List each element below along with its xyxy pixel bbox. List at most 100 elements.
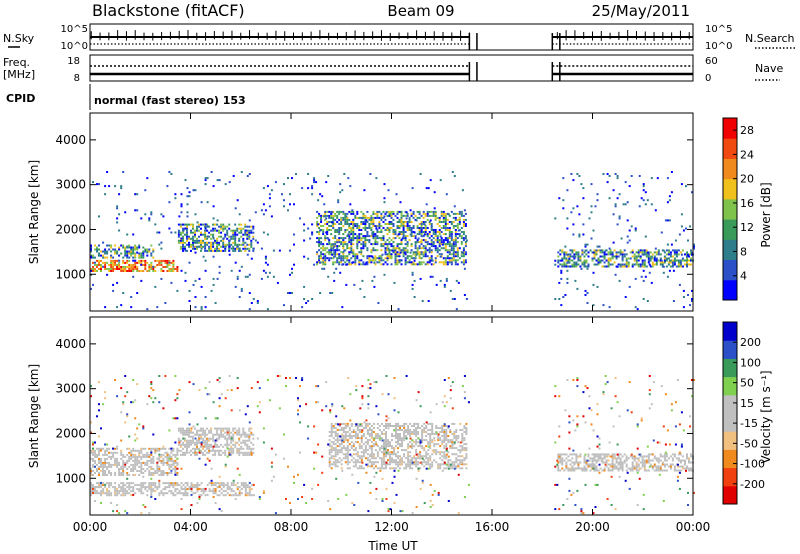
- echo-cell: [417, 431, 420, 433]
- echo-cell: [459, 461, 462, 464]
- echo-cell: [684, 253, 686, 256]
- echo-cell: [110, 492, 113, 495]
- echo-cell: [168, 259, 171, 262]
- echo-cell: [346, 257, 349, 260]
- echo-cell: [104, 449, 107, 452]
- echo-cell: [148, 264, 151, 266]
- echo-cell: [228, 486, 231, 489]
- echo-cell: [611, 457, 614, 460]
- echo-cell: [401, 237, 404, 240]
- echo-cell: [176, 266, 179, 268]
- echo-cell: [686, 251, 688, 254]
- echo-cell: [393, 425, 395, 427]
- echo-cell: [423, 429, 426, 431]
- echo-cell: [416, 247, 419, 250]
- echo-cell: [342, 427, 345, 429]
- echo-cell: [396, 253, 399, 256]
- echo-cell: [194, 427, 196, 430]
- echo-cell: [130, 296, 133, 298]
- echo-cell: [643, 461, 646, 464]
- echo-cell: [224, 247, 227, 250]
- echo-cell: [334, 231, 337, 233]
- echo-cell: [174, 268, 177, 270]
- echo-cell: [430, 255, 433, 258]
- echo-cell: [364, 221, 367, 223]
- echo-cell: [140, 490, 143, 493]
- echo-cell: [573, 249, 576, 252]
- echo-cell: [438, 261, 441, 264]
- echo-cell: [642, 185, 645, 188]
- freq-tick-bottom: 8: [74, 73, 80, 84]
- echo-cell: [387, 463, 389, 466]
- echo-cell: [439, 445, 442, 448]
- echo-cell: [164, 266, 167, 268]
- echo-cell: [430, 241, 433, 244]
- echo-cell: [200, 285, 203, 288]
- echo-cell: [240, 235, 243, 238]
- echo-cell: [146, 270, 149, 272]
- echo-cell: [90, 492, 92, 495]
- echo-cell: [326, 214, 329, 217]
- echo-cell: [138, 461, 141, 464]
- echo-cell: [565, 457, 568, 460]
- echo-cell: [460, 231, 463, 233]
- echo-cell: [248, 490, 251, 493]
- echo-cell: [395, 435, 397, 437]
- echo-cell: [200, 231, 202, 234]
- echo-cell: [188, 235, 190, 238]
- echo-cell: [575, 461, 578, 464]
- echo-cell: [440, 247, 443, 250]
- echo-cell: [224, 443, 227, 446]
- echo-cell: [148, 217, 151, 220]
- echo-cell: [558, 298, 561, 300]
- echo-cell: [106, 465, 109, 468]
- echo-cell: [358, 233, 361, 236]
- echo-cell: [399, 427, 401, 429]
- echo-cell: [146, 251, 149, 254]
- echo-cell: [198, 239, 200, 242]
- echo-cell: [346, 218, 349, 221]
- echo-cell: [454, 239, 457, 242]
- echo-cell: [416, 210, 419, 213]
- echo-cell: [198, 435, 200, 438]
- echo-cell: [216, 247, 219, 250]
- echo-cell: [617, 467, 620, 470]
- echo-cell: [184, 245, 186, 248]
- echo-cell: [134, 492, 137, 495]
- echo-cell: [334, 261, 337, 264]
- echo-cell: [677, 261, 680, 264]
- echo-cell: [358, 437, 361, 440]
- echo-cell: [128, 459, 131, 462]
- echo-cell: [633, 255, 636, 258]
- echo-cell: [334, 465, 337, 468]
- echo-cell: [338, 231, 341, 233]
- echo-cell: [391, 467, 393, 470]
- echo-cell: [577, 465, 580, 468]
- echo-cell: [116, 492, 119, 495]
- echo-cell: [313, 181, 316, 184]
- echo-cell: [654, 247, 657, 250]
- echo-cell: [170, 270, 173, 272]
- echo-cell: [360, 422, 363, 425]
- echo-cell: [596, 199, 599, 202]
- echo-cell: [122, 492, 125, 495]
- echo-cell: [383, 439, 385, 442]
- echo-cell: [340, 427, 343, 429]
- echo-cell: [388, 241, 391, 244]
- echo-cell: [220, 227, 223, 230]
- echo-cell: [122, 292, 125, 294]
- echo-cell: [360, 451, 363, 454]
- echo-cell: [120, 187, 123, 190]
- echo-cell: [407, 433, 410, 435]
- echo-cell: [108, 463, 111, 466]
- echo-cell: [364, 422, 367, 425]
- echo-cell: [198, 223, 200, 226]
- echo-cell: [679, 265, 682, 268]
- echo-cell: [90, 244, 92, 247]
- echo-cell: [443, 429, 446, 431]
- echo-cell: [651, 263, 654, 266]
- echo-cell: [454, 216, 457, 219]
- echo-cell: [425, 431, 428, 433]
- echo-cell: [316, 261, 319, 264]
- echo-cell: [172, 259, 175, 262]
